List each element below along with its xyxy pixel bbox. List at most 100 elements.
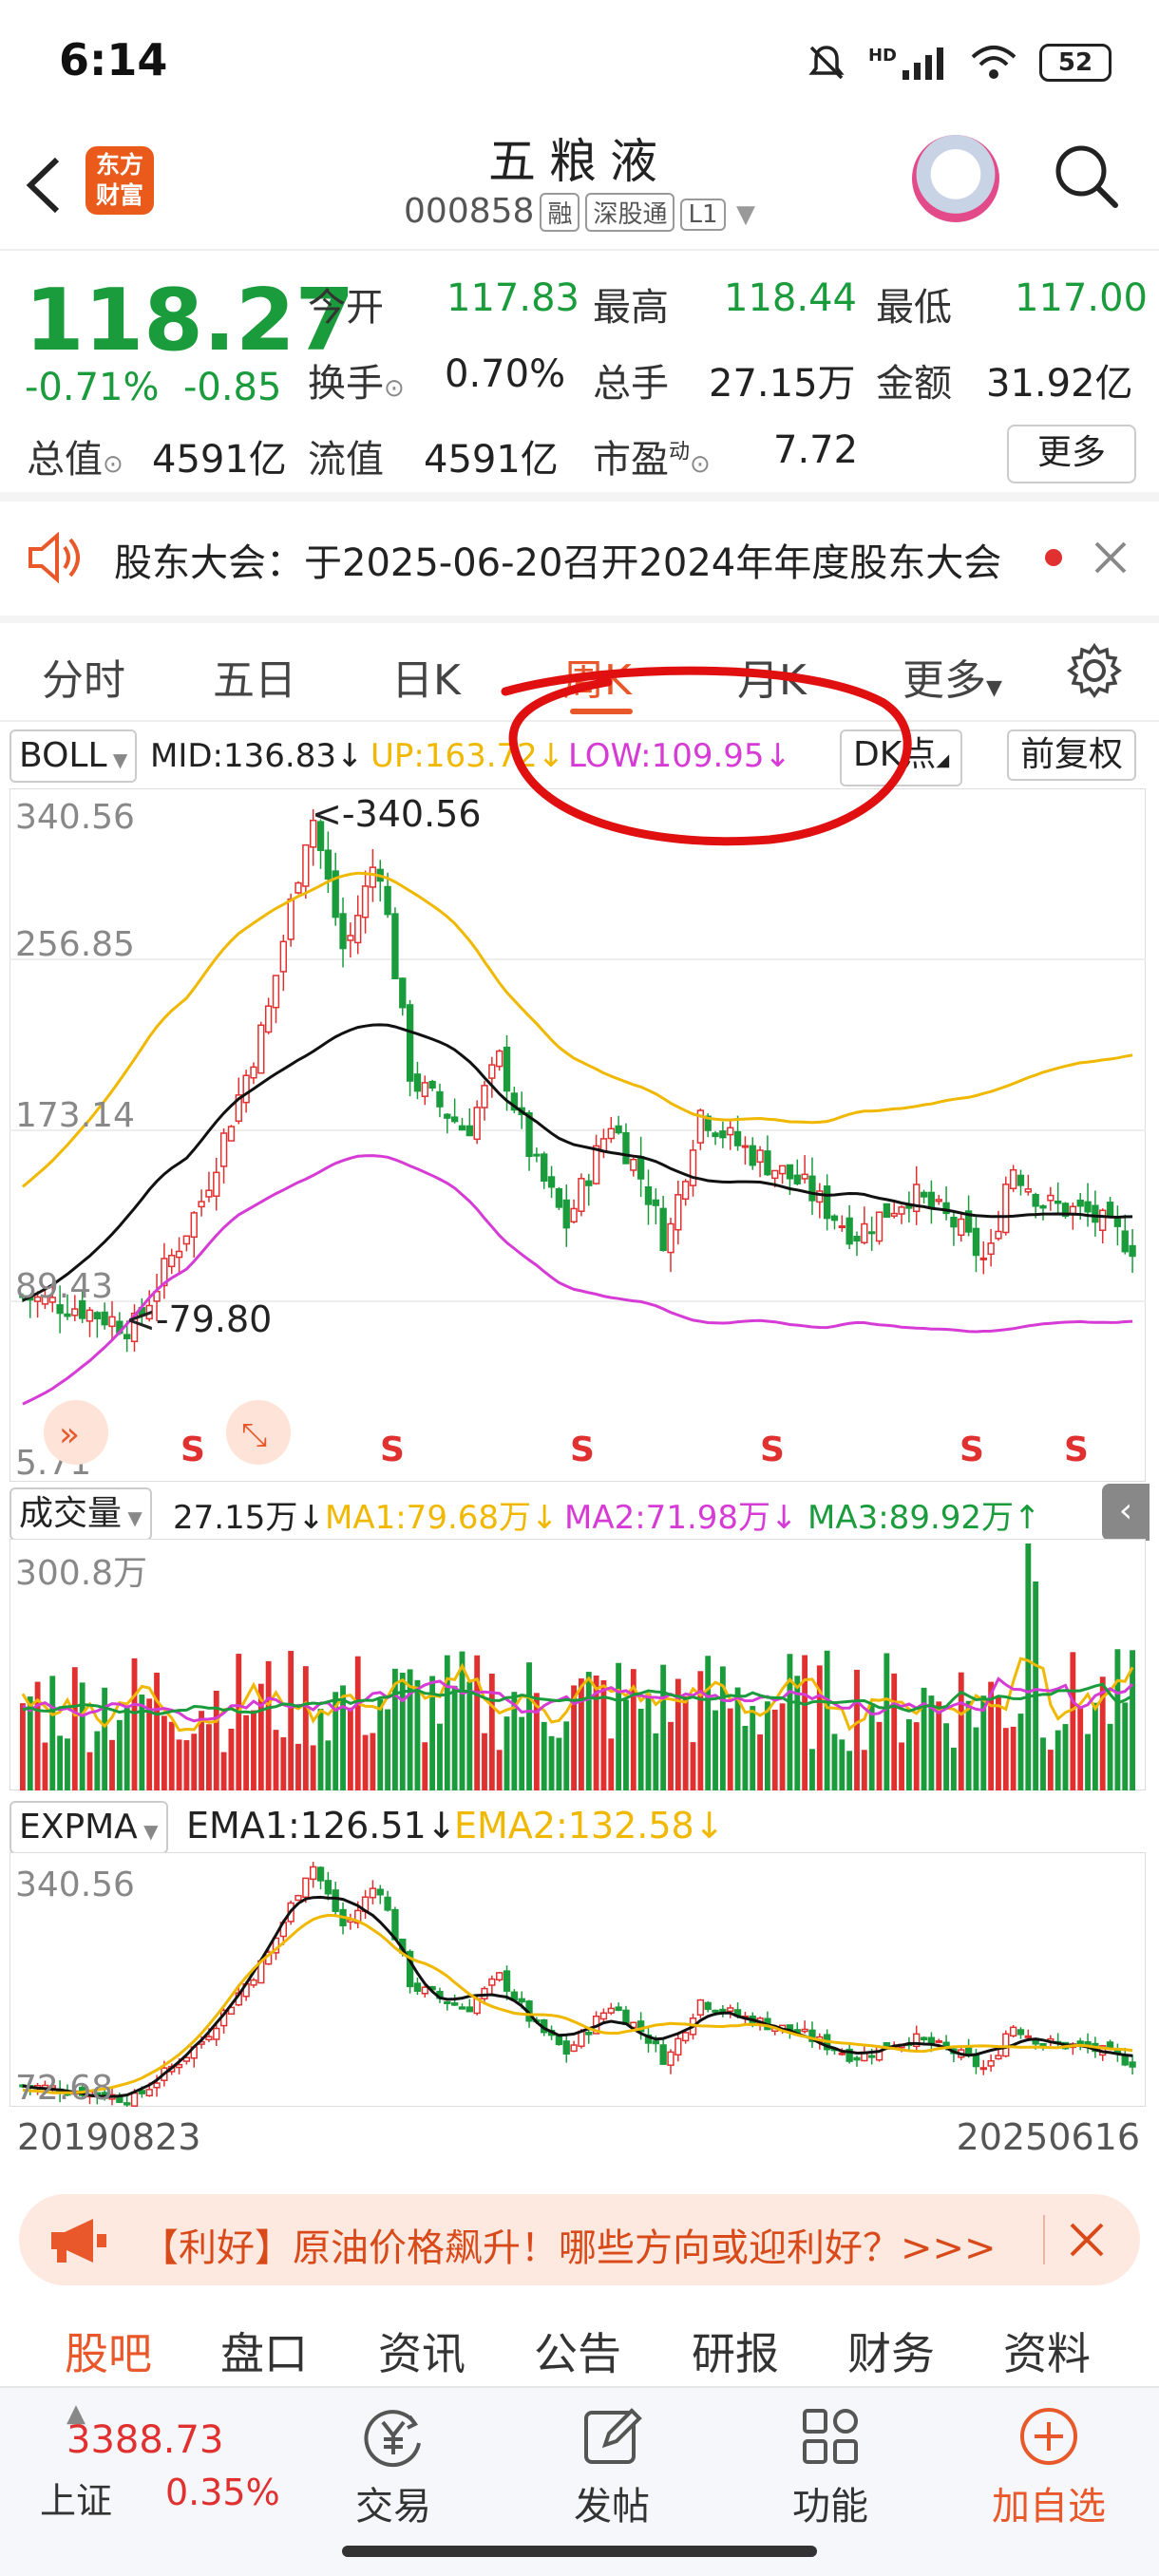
nav-functions[interactable]: 功能: [764, 2403, 897, 2530]
volume-bar: [399, 1673, 406, 1790]
back-button[interactable]: [21, 152, 68, 218]
tab-intraday[interactable]: 分时: [42, 656, 125, 705]
nav-add-watchlist[interactable]: 加自选: [982, 2403, 1115, 2530]
volume-bar: [362, 1734, 369, 1790]
tab-forum[interactable]: 股吧: [65, 2328, 152, 2379]
volume-bar: [370, 1733, 376, 1790]
turnover-label[interactable]: 换手⊙: [308, 362, 405, 406]
volume-bar: [206, 1724, 212, 1790]
volume-bar: [154, 1673, 160, 1790]
float-label: 流值: [308, 438, 384, 482]
nav-add-watchlist-label: 加自选: [992, 2485, 1106, 2529]
active-tab-indicator: [570, 709, 633, 714]
chevron-left-icon: [26, 157, 60, 214]
stock-code-line[interactable]: 000858 融深股通 L1 ▼: [0, 192, 1159, 232]
candle-body: [332, 1889, 339, 1912]
tab-research[interactable]: 研报: [692, 2328, 779, 2379]
candle-body: [659, 1207, 667, 1252]
tab-daily-k[interactable]: 日K: [391, 656, 461, 705]
tab-financials[interactable]: 财务: [847, 2328, 935, 2379]
notice-bar[interactable]: 股东大会：于2025-06-20召开2024年年度股东大会: [0, 494, 1159, 617]
volume-bar: [42, 1742, 48, 1790]
tab-more[interactable]: 更多▼: [902, 656, 1002, 705]
volume-bar: [742, 1726, 749, 1790]
sell-signal-marker: S: [380, 1430, 405, 1469]
annotation-circle: [501, 666, 912, 846]
mktcap-label[interactable]: 总值⊙: [27, 438, 124, 482]
candle-body: [473, 1107, 481, 1141]
caret-up-icon: ▲: [66, 2399, 86, 2428]
volume-label: 总手: [593, 362, 669, 406]
divider: [0, 492, 1159, 502]
volume-bar: [27, 1696, 33, 1790]
tab-profile[interactable]: 资料: [1003, 2328, 1091, 2379]
candle-body: [503, 1046, 511, 1092]
volume-bar: [459, 1651, 466, 1790]
chart-period-tabs: 分时 五日 日K 周K 月K 更多▼: [0, 616, 1159, 720]
candle-body: [696, 1109, 705, 1144]
tab-five-day[interactable]: 五日: [213, 656, 296, 705]
search-button[interactable]: [1053, 142, 1119, 209]
nav-post[interactable]: 发帖: [545, 2403, 678, 2530]
candle-body: [979, 1257, 987, 1260]
volume-bar: [243, 1714, 250, 1790]
unread-dot: [1045, 549, 1062, 566]
boll-low: LOW:109.95↓: [568, 737, 792, 775]
caret-down-icon: ▼: [735, 200, 755, 229]
candle-body: [19, 1295, 27, 1298]
candle-body: [235, 1094, 242, 1123]
candle-body: [1106, 1202, 1114, 1217]
candle-body: [979, 2067, 987, 2071]
volume-chart[interactable]: 300.8万: [10, 1539, 1146, 1790]
volume-bar: [608, 1738, 615, 1790]
gear-icon[interactable]: [1066, 642, 1123, 699]
candle-body: [108, 1316, 116, 1328]
volume-bar: [884, 1653, 890, 1790]
more-quote-button[interactable]: 更多: [1007, 425, 1136, 483]
candle-body: [1024, 1188, 1032, 1193]
info-icon: ⊙: [384, 374, 405, 403]
nav-trade[interactable]: 交易: [327, 2403, 460, 2530]
close-icon[interactable]: [1068, 2221, 1106, 2259]
close-icon[interactable]: [1092, 540, 1129, 576]
candle-body: [942, 1202, 950, 1215]
candle-body: [682, 2032, 690, 2042]
adjust-mode-button[interactable]: 前复权: [1007, 729, 1137, 781]
price-change: -0.71% -0.85: [25, 366, 281, 409]
candle-body: [71, 1308, 79, 1316]
low-value: 117.00: [1015, 276, 1148, 320]
expma-axis-top: 340.56: [15, 1866, 135, 1904]
candle-body: [124, 2102, 131, 2106]
k-line-chart[interactable]: 340.56 256.85 173.14 89.43 5.71 <-340.56…: [10, 788, 1146, 1482]
expand-left-button[interactable]: [44, 1400, 108, 1465]
volume-bar: [816, 1665, 823, 1790]
tab-orderbook[interactable]: 盘口: [220, 2328, 308, 2379]
expma-chart[interactable]: 340.56 72.68: [10, 1852, 1146, 2107]
quote-panel: 118.27 -0.71% -0.85 今开 117.83 最高 118.44 …: [0, 252, 1159, 489]
tab-news[interactable]: 资讯: [378, 2328, 466, 2379]
indicator-select-expma[interactable]: EXPMA ▼: [10, 1801, 168, 1854]
sell-signal-marker: S: [180, 1430, 205, 1469]
sell-signal-marker: S: [760, 1430, 785, 1469]
collapse-panel-button[interactable]: ‹: [1102, 1484, 1150, 1541]
volume-bar: [593, 1675, 599, 1790]
index-ticker[interactable]: ▲ 3388.73 上证 0.35%: [19, 2399, 285, 2523]
candle-body: [413, 1982, 422, 1992]
index-value: 3388.73: [66, 2418, 224, 2462]
robot-assistant-icon[interactable]: [912, 135, 999, 222]
indicator-select-volume[interactable]: 成交量 ▼: [10, 1487, 152, 1541]
volume-bar: [943, 1723, 949, 1790]
candle-body: [636, 1155, 645, 1180]
trade-yen-icon: [364, 2410, 421, 2468]
indicator-select-boll[interactable]: BOLL ▼: [10, 729, 138, 783]
fullscreen-button[interactable]: [226, 1400, 291, 1465]
app-logo: 东方 财富: [86, 146, 154, 215]
pe-label[interactable]: 市盈动⊙: [593, 438, 711, 482]
tab-announcements[interactable]: 公告: [534, 2328, 621, 2379]
volume-bar: [377, 1698, 384, 1790]
candle-body: [399, 977, 407, 1009]
candle-body: [496, 1050, 504, 1068]
volume-bar: [787, 1654, 793, 1790]
expma-axis-bottom: 72.68: [15, 2069, 113, 2107]
news-banner[interactable]: 【利好】原油价格飙升！哪些方向或迎利好？>>>: [19, 2194, 1140, 2285]
